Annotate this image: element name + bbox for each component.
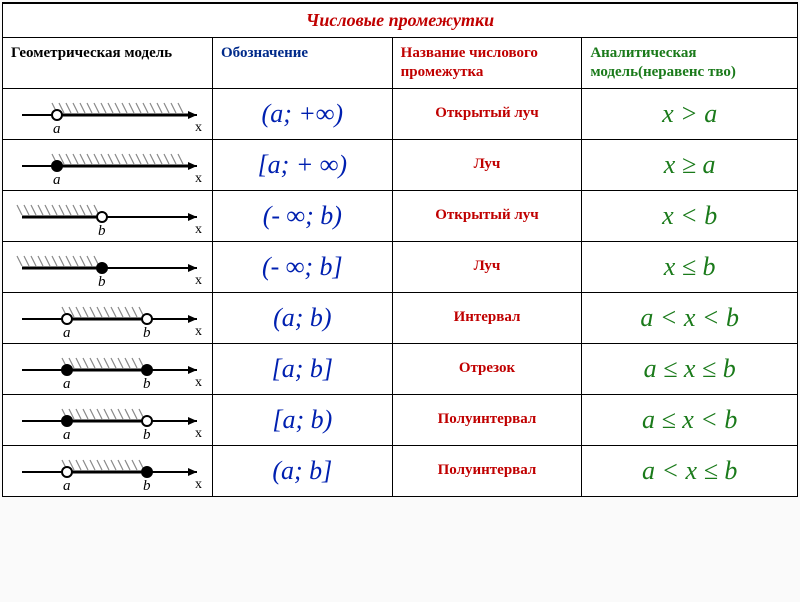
table-row: xa[a; + ∞)Лучx ≥ a xyxy=(3,139,798,190)
table-row: x a b (a; b]Полуинтервалa < x ≤ b xyxy=(3,445,798,496)
table-row: x a b [a; b]Отрезокa ≤ x ≤ b xyxy=(3,343,798,394)
table-row: x a b (a; b)Интервалa < x < b xyxy=(3,292,798,343)
cell-name: Полуинтервал xyxy=(392,445,582,496)
cell-geom: xa xyxy=(3,139,213,190)
cell-analytic: x > a xyxy=(582,88,798,139)
header-geom: Геометрическая модель xyxy=(3,38,213,89)
cell-notation: (a; b] xyxy=(212,445,392,496)
svg-text:x: x xyxy=(195,375,202,390)
cell-analytic: a < x < b xyxy=(582,292,798,343)
cell-notation: (a; b) xyxy=(212,292,392,343)
svg-text:a: a xyxy=(63,376,71,392)
cell-notation: (a; +∞) xyxy=(212,88,392,139)
svg-text:b: b xyxy=(143,427,151,443)
cell-geom: xab xyxy=(3,394,213,445)
svg-text:x: x xyxy=(195,222,202,237)
cell-notation: [a; b] xyxy=(212,343,392,394)
table-row: xa(a; +∞)Открытый лучx > a xyxy=(3,88,798,139)
svg-text:x: x xyxy=(195,477,202,492)
cell-analytic: x ≤ b xyxy=(582,241,798,292)
cell-geom: xab xyxy=(3,343,213,394)
table-row: xb(- ∞; b)Открытый лучx < b xyxy=(3,190,798,241)
svg-text:a: a xyxy=(63,427,71,443)
table-title: Числовые промежутки xyxy=(3,3,798,38)
cell-geom: xab xyxy=(3,292,213,343)
cell-analytic: x < b xyxy=(582,190,798,241)
cell-notation: (- ∞; b] xyxy=(212,241,392,292)
svg-text:x: x xyxy=(195,324,202,339)
svg-text:x: x xyxy=(195,171,202,186)
cell-name: Отрезок xyxy=(392,343,582,394)
cell-name: Интервал xyxy=(392,292,582,343)
svg-text:b: b xyxy=(143,325,151,341)
cell-name: Открытый луч xyxy=(392,190,582,241)
cell-geom: xb xyxy=(3,241,213,292)
svg-text:b: b xyxy=(143,478,151,494)
cell-notation: [a; + ∞) xyxy=(212,139,392,190)
table-row: xb(- ∞; b]Лучx ≤ b xyxy=(3,241,798,292)
cell-geom: xab xyxy=(3,445,213,496)
header-name: Название числового промежутка xyxy=(392,38,582,89)
cell-name: Луч xyxy=(392,139,582,190)
cell-analytic: a < x ≤ b xyxy=(582,445,798,496)
header-analytic: Аналитическая модель(неравенс тво) xyxy=(582,38,798,89)
svg-text:a: a xyxy=(53,172,61,188)
svg-text:b: b xyxy=(98,274,106,290)
table-row: x a b [a; b)Полуинтервалa ≤ x < b xyxy=(3,394,798,445)
cell-notation: (- ∞; b) xyxy=(212,190,392,241)
svg-text:x: x xyxy=(195,273,202,288)
cell-name: Луч xyxy=(392,241,582,292)
svg-text:a: a xyxy=(63,325,71,341)
cell-analytic: a ≤ x ≤ b xyxy=(582,343,798,394)
cell-name: Полуинтервал xyxy=(392,394,582,445)
svg-text:b: b xyxy=(98,223,106,239)
svg-text:a: a xyxy=(53,121,61,137)
svg-text:b: b xyxy=(143,376,151,392)
interval-table: Числовые промежутки Геометрическая модел… xyxy=(2,2,798,497)
cell-notation: [a; b) xyxy=(212,394,392,445)
cell-analytic: a ≤ x < b xyxy=(582,394,798,445)
svg-text:x: x xyxy=(195,120,202,135)
cell-geom: xa xyxy=(3,88,213,139)
svg-text:a: a xyxy=(63,478,71,494)
svg-text:x: x xyxy=(195,426,202,441)
cell-analytic: x ≥ a xyxy=(582,139,798,190)
header-notation: Обозначение xyxy=(212,38,392,89)
cell-geom: xb xyxy=(3,190,213,241)
cell-name: Открытый луч xyxy=(392,88,582,139)
